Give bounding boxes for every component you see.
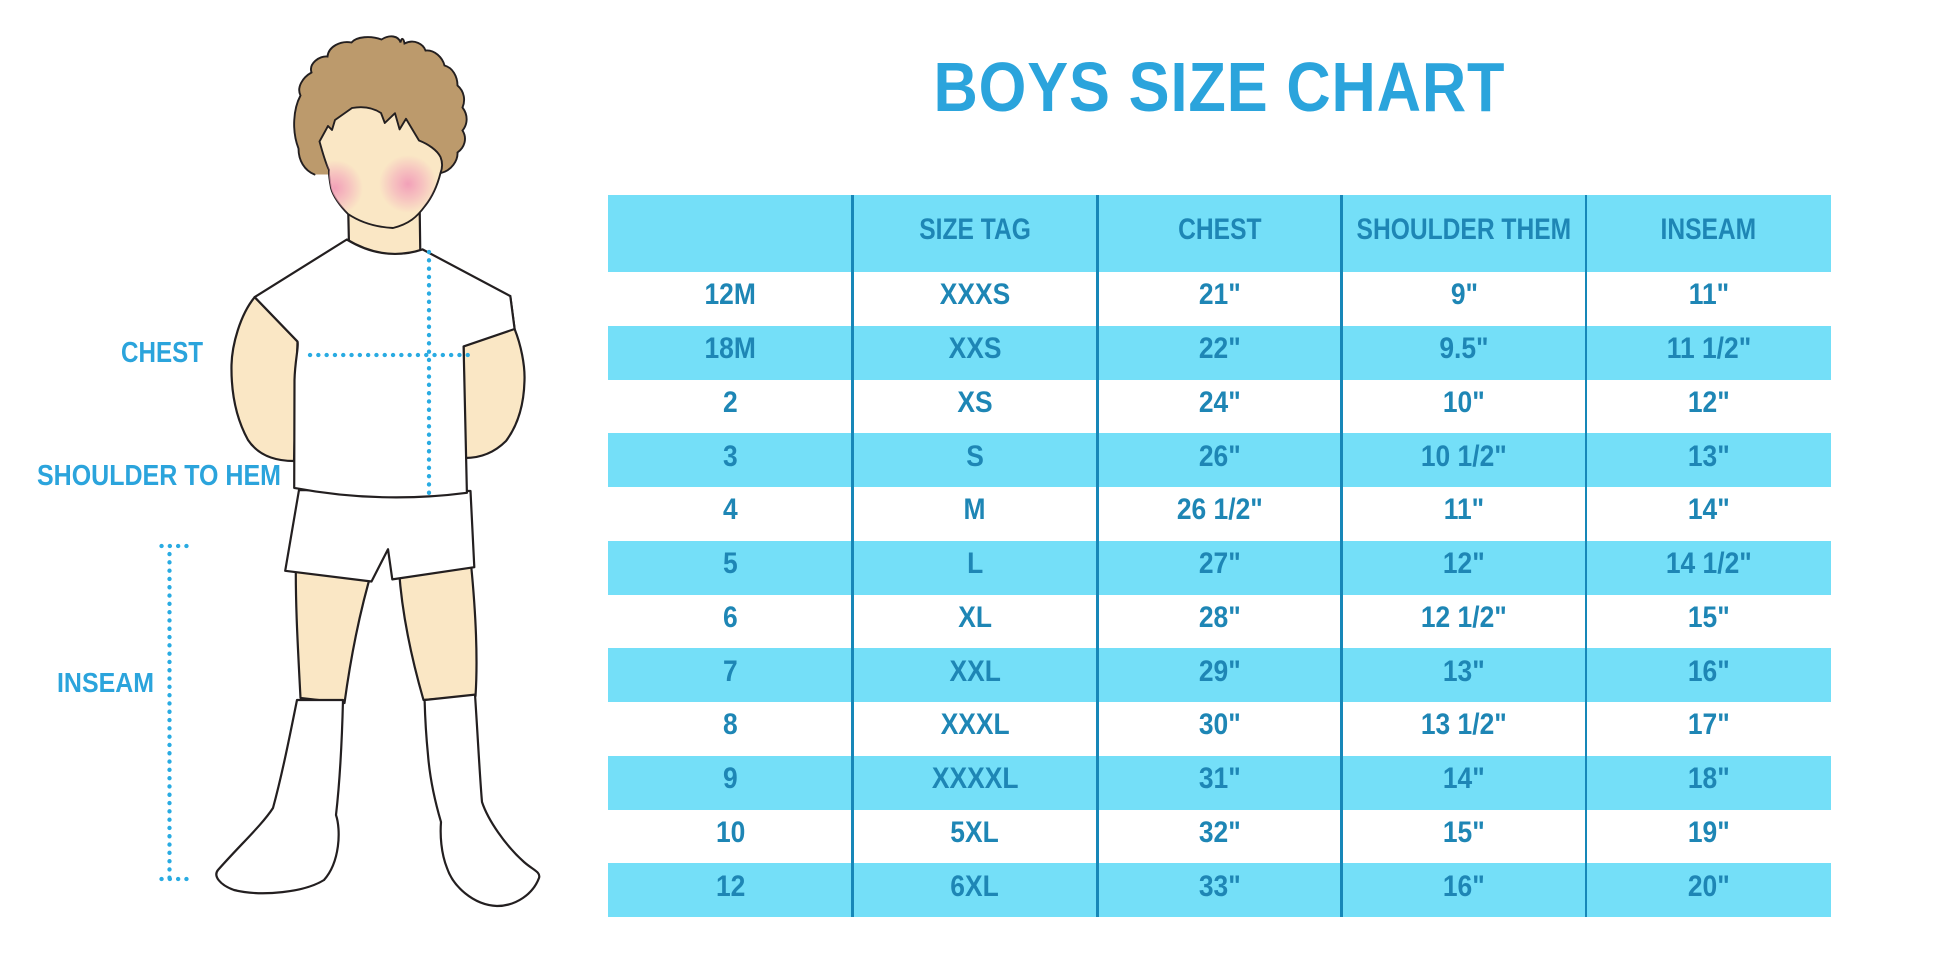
svg-text:SHOULDER TO HEM: SHOULDER TO HEM <box>37 460 281 492</box>
svg-text:CHEST: CHEST <box>121 337 203 369</box>
svg-text:INSEAM: INSEAM <box>57 667 154 698</box>
